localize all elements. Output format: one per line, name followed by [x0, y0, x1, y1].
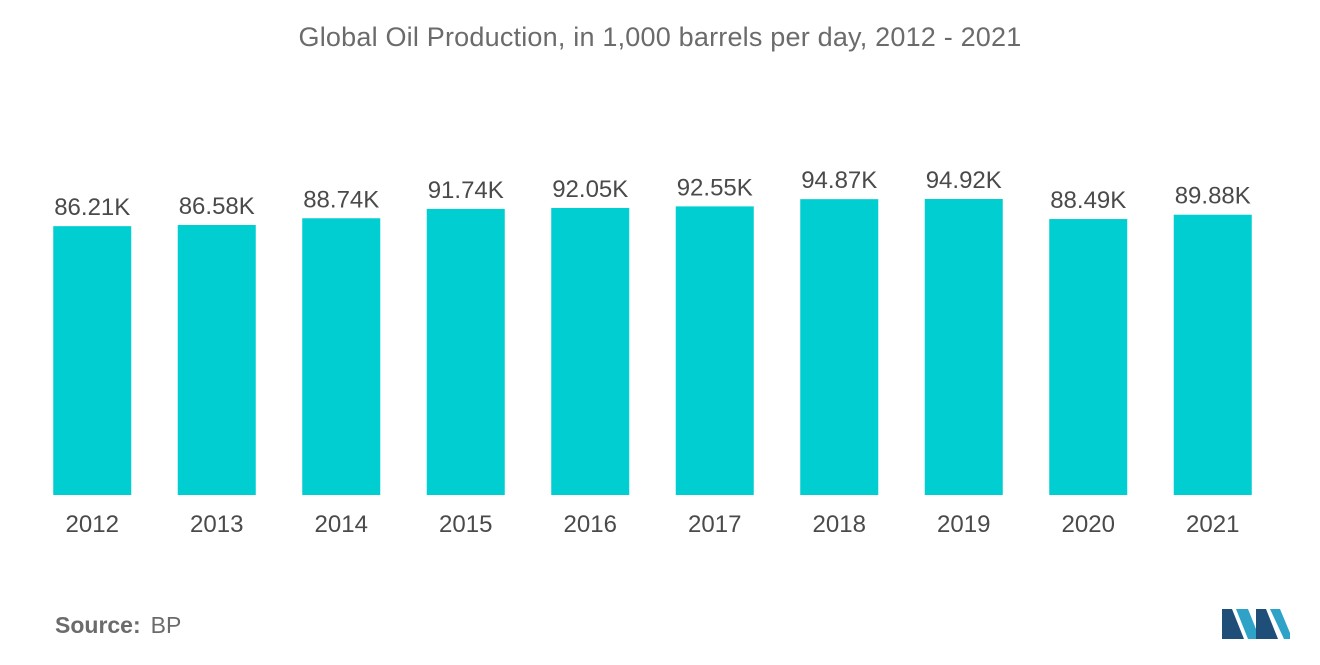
x-tick-2014: 2014 — [315, 511, 368, 538]
x-tick-2016: 2016 — [564, 511, 617, 538]
value-label-2014: 88.74K — [303, 186, 379, 213]
bar-2016 — [551, 207, 630, 495]
source-value: BP — [150, 612, 182, 638]
source-note: Source: BP — [55, 612, 181, 639]
chart-title: Global Oil Production, in 1,000 barrels … — [298, 22, 1022, 52]
value-label-2018: 94.87K — [801, 167, 877, 194]
bar-2012 — [53, 226, 132, 496]
value-label-2013: 86.58K — [179, 193, 255, 220]
value-labels-layer: 86.21K 86.58K 88.74K 91.74K 92.05K 92.55K 94.8… — [54, 167, 1251, 221]
x-axis-tick-labels: 2012 2013 2014 2015 2016 2017 2018 2019 2020 2021 — [66, 511, 1240, 538]
x-tick-2020: 2020 — [1062, 511, 1115, 538]
value-label-2015: 91.74K — [428, 177, 504, 204]
x-tick-2019: 2019 — [937, 511, 990, 538]
bar-2018 — [800, 199, 879, 495]
value-label-2019: 94.92K — [926, 167, 1002, 194]
x-tick-2021: 2021 — [1186, 511, 1239, 538]
bar-2020 — [1049, 219, 1128, 496]
bar-2015 — [426, 208, 505, 495]
bars-layer — [53, 199, 1252, 496]
x-tick-2017: 2017 — [688, 511, 741, 538]
bar-2014 — [302, 218, 381, 496]
bar-2013 — [177, 225, 256, 496]
value-label-2020: 88.49K — [1050, 187, 1126, 214]
value-label-2012: 86.21K — [54, 194, 130, 221]
x-tick-2015: 2015 — [439, 511, 492, 538]
value-label-2021: 89.88K — [1175, 183, 1251, 210]
value-label-2016: 92.05K — [552, 176, 628, 203]
x-tick-2013: 2013 — [190, 511, 243, 538]
x-tick-2018: 2018 — [813, 511, 866, 538]
bar-2021 — [1173, 214, 1252, 496]
source-label: Source: — [55, 612, 141, 638]
brand-logo — [1222, 609, 1290, 639]
bar-2019 — [924, 199, 1003, 495]
value-label-2017: 92.55K — [677, 174, 753, 201]
x-tick-2012: 2012 — [66, 511, 119, 538]
bar-2017 — [675, 206, 754, 496]
